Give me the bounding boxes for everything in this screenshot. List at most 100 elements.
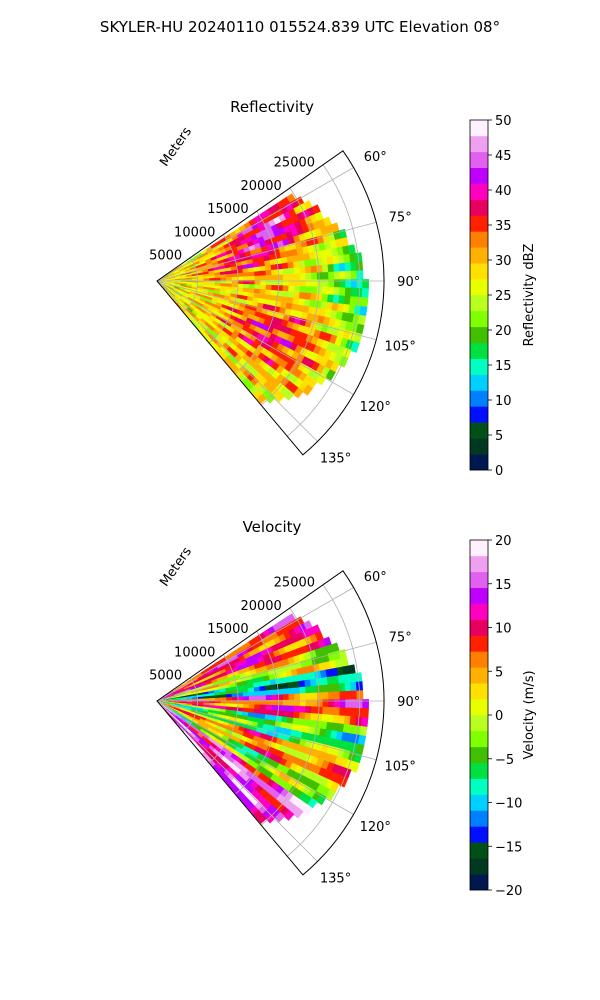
radar-gate <box>252 257 260 264</box>
radar-gate <box>215 302 224 308</box>
radar-gate <box>311 692 318 701</box>
radar-gate <box>183 265 191 270</box>
radar-gate <box>322 216 332 228</box>
radar-gate <box>246 258 254 265</box>
azimuth-spoke <box>156 700 318 862</box>
radar-gate <box>321 714 329 723</box>
radar-gate <box>195 266 203 271</box>
radar-gate <box>322 286 330 296</box>
radar-gate <box>325 301 334 312</box>
radar-gate <box>311 204 322 215</box>
radar-gate <box>350 690 358 701</box>
radar-gate <box>236 268 244 274</box>
radar-gate <box>287 291 295 299</box>
radar-gate <box>193 258 200 264</box>
radar-gate <box>269 258 278 266</box>
radar-gate <box>236 688 244 694</box>
radar-gate <box>305 686 313 694</box>
radar-gate <box>188 313 195 321</box>
radar-gate <box>281 710 290 718</box>
radar-gate <box>336 666 345 677</box>
radar-gate <box>180 703 188 707</box>
colorbar-swatch <box>470 310 488 328</box>
radar-gate <box>177 711 185 717</box>
radar-gate <box>194 727 201 734</box>
radar-gate <box>285 669 294 678</box>
radar-gate <box>282 705 290 713</box>
radar-gate <box>194 307 201 314</box>
radar-gate <box>163 701 171 703</box>
radar-gate <box>194 714 202 720</box>
colorbar-swatch <box>470 810 488 827</box>
radar-gate <box>199 680 207 685</box>
radar-gate <box>220 671 229 678</box>
colorbar-swatch <box>470 571 488 589</box>
radar-gate <box>205 298 213 304</box>
radar-gate <box>361 288 369 299</box>
radar-gate <box>218 714 226 719</box>
colorbar-swatch <box>470 715 488 732</box>
radar-gate <box>198 310 206 317</box>
radar-gate <box>263 675 271 682</box>
colorbar-swatch <box>470 826 488 843</box>
radar-gate <box>200 296 208 302</box>
radar-gate <box>299 266 307 275</box>
radar-gate <box>242 268 250 274</box>
colorbar-swatch <box>470 603 488 620</box>
radar-gate <box>178 719 185 726</box>
radar-gate <box>198 300 206 306</box>
radar-gate <box>214 724 223 731</box>
radar-gate <box>179 690 186 694</box>
radar-gate <box>344 682 352 693</box>
radar-gate <box>292 717 300 726</box>
radar-gate <box>238 793 248 803</box>
radar-gate <box>349 716 358 727</box>
colorbar-swatch <box>470 183 488 200</box>
radar-gate <box>225 267 233 272</box>
radar-gate <box>282 268 290 276</box>
radar-gate <box>214 694 222 699</box>
radar-gate <box>203 702 211 706</box>
radar-gate <box>270 289 278 297</box>
radar-gate <box>171 290 178 296</box>
radar-gate <box>173 288 180 293</box>
radar-gate <box>350 287 358 298</box>
radar-gate <box>180 694 187 697</box>
radar-gate <box>187 726 194 733</box>
radar-gate <box>214 692 222 696</box>
radar-gate <box>231 689 239 695</box>
radar-gate <box>200 668 208 675</box>
radar-gate <box>211 717 219 723</box>
radar-gate <box>200 294 208 299</box>
radar-gate <box>173 269 180 274</box>
radar-gate <box>248 708 256 714</box>
radar-gate <box>169 293 176 299</box>
radar-gate <box>205 680 214 686</box>
radar-gate <box>242 272 250 277</box>
radar-gate <box>169 282 176 285</box>
radar-gate <box>168 273 175 277</box>
radar-gate <box>259 704 267 711</box>
radar-gate <box>309 678 318 688</box>
colorbar-swatch <box>470 215 488 232</box>
radar-gate <box>271 699 279 706</box>
colorbar-tick-label: −5 <box>495 753 514 768</box>
radar-gate <box>199 258 207 264</box>
radar-gate <box>337 254 346 265</box>
radar-gate <box>208 709 215 714</box>
radar-gate <box>166 708 173 714</box>
radar-gate <box>214 272 222 276</box>
radar-gate <box>163 275 170 279</box>
radar-gate <box>225 270 233 275</box>
radar-gate <box>174 716 181 722</box>
radar-gate <box>304 712 312 721</box>
radar-gate <box>195 712 203 718</box>
colorbar-tick-label: 40 <box>495 184 512 199</box>
radar-gate <box>176 293 183 299</box>
radar-gate <box>173 287 180 292</box>
azimuth-spoke <box>156 280 318 442</box>
radar-gate <box>166 708 173 713</box>
radar-gate <box>169 698 176 700</box>
radar-gate <box>201 290 209 295</box>
radar-gate <box>199 308 207 315</box>
